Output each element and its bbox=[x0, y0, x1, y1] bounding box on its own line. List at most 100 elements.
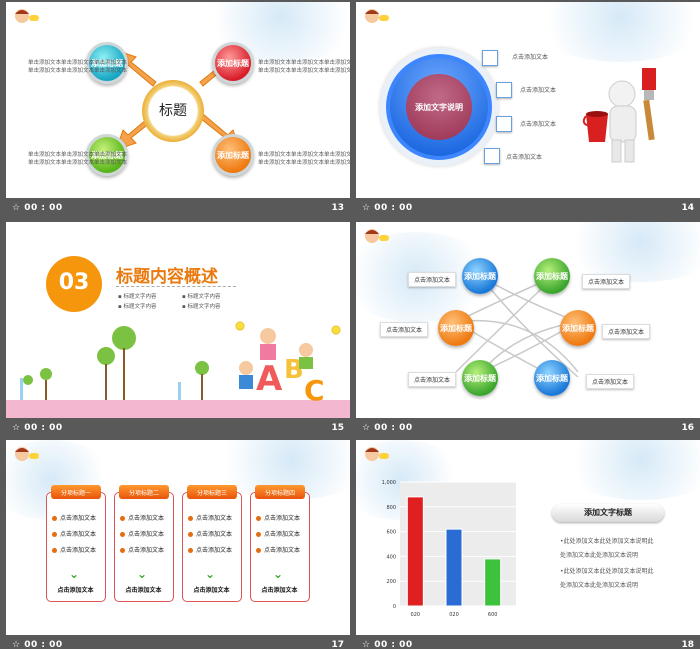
text-heading-pill[interactable]: 添加文字标题 bbox=[552, 504, 664, 522]
item-text-2[interactable]: 点击添加文本 bbox=[520, 87, 557, 94]
left-text-top-2[interactable]: 单击添加文本单击添加文本单击添加文本 bbox=[28, 68, 128, 74]
slide-14-canvas[interactable]: 添加文字说明 点击添加文本 点击添加文本 点击添加文本 点击添加文本 bbox=[356, 2, 700, 198]
checkbox-2[interactable] bbox=[496, 82, 512, 98]
orb-top-left[interactable]: 添加标题 bbox=[86, 42, 128, 84]
card-1-item-1[interactable]: 点击添加文本 bbox=[52, 513, 96, 522]
center-title: 标题 bbox=[159, 103, 187, 119]
desc-line-2[interactable]: 处添加文本此处添加文本说明 bbox=[560, 552, 639, 559]
label-1[interactable]: 点击添加文本 bbox=[408, 272, 457, 287]
slide-16-canvas[interactable]: 添加标题 添加标题 添加标题 添加标题 添加标题 添加标题 点击添加文本 点击添… bbox=[356, 222, 700, 418]
desc-line-4[interactable]: 处添加文本此处添加文本说明 bbox=[560, 582, 639, 589]
slide-14-status-bar: ☆ 00 : 00 14 bbox=[356, 198, 700, 218]
right-text-bottom-2[interactable]: 单击添加文本单击添加文本单击添加文本 bbox=[258, 160, 350, 166]
card-1-header[interactable]: 分项标题一 bbox=[51, 485, 101, 499]
card-3-item-3[interactable]: 点击添加文本 bbox=[188, 545, 232, 554]
slide-18-canvas[interactable]: 1,000 800 600 400 200 0 020 020 600 添加文字标题 •此处添加… bbox=[356, 440, 700, 635]
slide-17-canvas[interactable]: 分项标题一 点击添加文本 点击添加文本 点击添加文本 ⌄ 点击添加文本 分项标题… bbox=[6, 440, 350, 635]
card-4-footer[interactable]: 点击添加文本 bbox=[261, 587, 298, 594]
orb-3[interactable]: 添加标题 bbox=[438, 310, 474, 346]
cartoon-girl-icon bbox=[365, 447, 389, 461]
item-text-4[interactable]: 点击添加文本 bbox=[506, 154, 543, 161]
x-tick-label: 600 bbox=[488, 612, 498, 618]
label-4[interactable]: 点击添加文本 bbox=[602, 324, 651, 339]
category-card-2[interactable]: 分项标题二 点击添加文本 点击添加文本 点击添加文本 ⌄ 点击添加文本 bbox=[114, 485, 174, 602]
bullet-3[interactable]: ▪ 标题文字内容 bbox=[182, 294, 221, 300]
orb-4[interactable]: 添加标题 bbox=[560, 310, 596, 346]
section-badge bbox=[46, 256, 102, 312]
orb-bottom-right[interactable]: 添加标题 bbox=[212, 134, 254, 176]
left-text-bottom-2[interactable]: 单击添加文本单击添加文本单击添加文本 bbox=[28, 160, 128, 166]
y-tick-label: 800 bbox=[386, 505, 396, 511]
bar-chart: 1,000 800 600 400 200 0 020 020 600 bbox=[382, 480, 516, 618]
section-title[interactable]: 标题内容概述 bbox=[116, 267, 218, 287]
label-2[interactable]: 点击添加文本 bbox=[582, 274, 631, 289]
card-2-footer[interactable]: 点击添加文本 bbox=[125, 587, 162, 594]
slide-17-status-bar: ☆ 00 : 00 17 bbox=[6, 635, 350, 649]
right-text-top[interactable]: 单击添加文本单击添加文本单击添加文本 bbox=[258, 60, 350, 66]
card-4-item-2[interactable]: 点击添加文本 bbox=[256, 529, 300, 538]
card-4-item-1[interactable]: 点击添加文本 bbox=[256, 513, 300, 522]
card-3-item-2[interactable]: 点击添加文本 bbox=[188, 529, 232, 538]
orb-6[interactable]: 添加标题 bbox=[534, 360, 570, 396]
bar bbox=[406, 496, 424, 607]
category-card-3[interactable]: 分项标题三 点击添加文本 点击添加文本 点击添加文本 ⌄ 点击添加文本 bbox=[182, 485, 242, 602]
desc-line-3[interactable]: •此处添加文本此处添加文本说明此 bbox=[560, 568, 654, 575]
desc-line-1[interactable]: •此处添加文本此处添加文本说明此 bbox=[560, 538, 654, 545]
card-1-item-2[interactable]: 点击添加文本 bbox=[52, 529, 96, 538]
label-5[interactable]: 点击添加文本 bbox=[408, 372, 457, 387]
bar bbox=[445, 528, 463, 607]
left-text-bottom[interactable]: 单击添加文本单击添加文本单击添加文本 bbox=[28, 152, 128, 158]
card-3-item-1[interactable]: 点击添加文本 bbox=[188, 513, 232, 522]
slide-18-timing: ☆ 00 : 00 bbox=[362, 640, 413, 649]
cartoon-girl-icon bbox=[15, 447, 39, 461]
checkbox-3[interactable] bbox=[496, 116, 512, 132]
slide-15-timing: ☆ 00 : 00 bbox=[12, 423, 63, 433]
bullet-1[interactable]: ▪ 标题文字内容 bbox=[118, 294, 157, 300]
item-text-1[interactable]: 点击添加文本 bbox=[512, 54, 549, 61]
orb-1[interactable]: 添加标题 bbox=[462, 258, 498, 294]
chevron-down-icon: ⌄ bbox=[205, 567, 216, 581]
item-text-3[interactable]: 点击添加文本 bbox=[520, 121, 557, 128]
orb-5[interactable]: 添加标题 bbox=[462, 360, 498, 396]
chevron-down-icon: ⌄ bbox=[137, 567, 148, 581]
cloud-decoration bbox=[526, 2, 700, 62]
inner-disc bbox=[406, 74, 472, 140]
right-text-bottom[interactable]: 单击添加文本单击添加文本单击添加文本 bbox=[258, 152, 350, 158]
slide-16-status-bar: ☆ 00 : 00 16 bbox=[356, 418, 700, 438]
slide-15-canvas[interactable]: 03 标题内容概述 ▪ 标题文字内容 ▪ 标题文字内容 ▪ 标题文字内容 ▪ 标… bbox=[6, 222, 350, 418]
checkbox-4[interactable] bbox=[484, 148, 500, 164]
bullet-4[interactable]: ▪ 标题文字内容 bbox=[182, 304, 221, 310]
y-tick-label: 1,000 bbox=[382, 480, 396, 486]
card-1-footer[interactable]: 点击添加文本 bbox=[57, 587, 94, 594]
card-1-item-3[interactable]: 点击添加文本 bbox=[52, 545, 96, 554]
orb-bottom-left[interactable]: 添加标题 bbox=[86, 134, 128, 176]
card-2-item-1[interactable]: 点击添加文本 bbox=[120, 513, 164, 522]
category-card-1[interactable]: 分项标题一 点击添加文本 点击添加文本 点击添加文本 ⌄ 点击添加文本 bbox=[46, 485, 106, 602]
chevron-down-icon: ⌄ bbox=[273, 567, 284, 581]
orb-top-right[interactable]: 添加标题 bbox=[212, 42, 254, 84]
blue-disc bbox=[386, 54, 492, 160]
label-3[interactable]: 点击添加文本 bbox=[380, 322, 429, 337]
card-4-header[interactable]: 分项标题四 bbox=[255, 485, 305, 499]
card-2-item-3[interactable]: 点击添加文本 bbox=[120, 545, 164, 554]
card-4-item-3[interactable]: 点击添加文本 bbox=[256, 545, 300, 554]
slide-13-canvas[interactable]: 标题 添加标题 添加标题 添加标题 添加标题 单击添加文本单击添加文本单击添加文… bbox=[6, 2, 350, 198]
slide-16-number: 16 bbox=[681, 423, 694, 433]
checkbox-1[interactable] bbox=[482, 50, 498, 66]
star-connector-lines bbox=[455, 276, 579, 378]
right-text-top-2[interactable]: 单击添加文本单击添加文本单击添加文本 bbox=[258, 68, 350, 74]
slide-18-status-bar: ☆ 00 : 00 18 bbox=[356, 635, 700, 649]
card-3-header[interactable]: 分项标题三 bbox=[187, 485, 237, 499]
slide-15-number: 15 bbox=[331, 423, 344, 433]
category-card-4[interactable]: 分项标题四 点击添加文本 点击添加文本 点击添加文本 ⌄ 点击添加文本 bbox=[250, 485, 310, 602]
left-text-top[interactable]: 单击添加文本单击添加文本单击添加文本 bbox=[28, 60, 128, 66]
card-3-footer[interactable]: 点击添加文本 bbox=[193, 587, 230, 594]
center-ring bbox=[142, 80, 204, 142]
card-2-header[interactable]: 分项标题二 bbox=[119, 485, 169, 499]
orb-2[interactable]: 添加标题 bbox=[534, 258, 570, 294]
card-2-item-2[interactable]: 点击添加文本 bbox=[120, 529, 164, 538]
label-6[interactable]: 点击添加文本 bbox=[586, 374, 635, 389]
bullet-2[interactable]: ▪ 标题文字内容 bbox=[118, 304, 157, 310]
slide-18-number: 18 bbox=[681, 640, 694, 649]
